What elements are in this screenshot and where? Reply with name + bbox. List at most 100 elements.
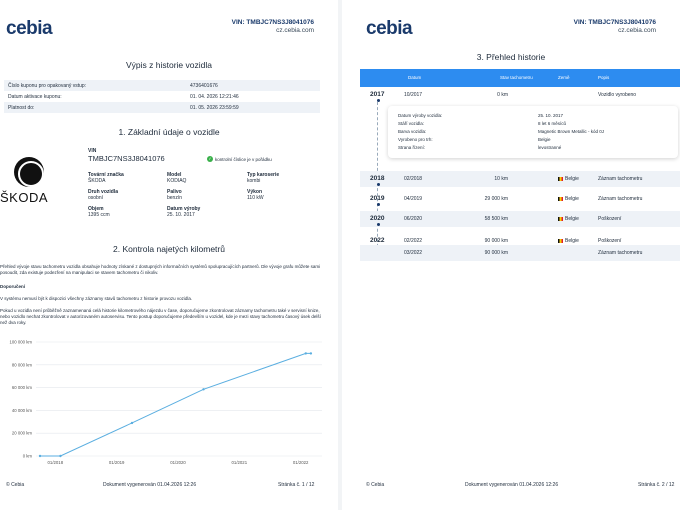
- history-year: 2019: [370, 195, 385, 202]
- check-icon: ✓: [207, 156, 213, 162]
- coupon-table: Číslo kuponu pro opakovaný vstup: 4736401…: [4, 80, 320, 113]
- chart-x-tick-label: 01/2022: [293, 460, 309, 465]
- col-odometer: Stav tachometru: [500, 75, 533, 80]
- timeline-dot-icon: [377, 183, 380, 186]
- history-odometer: 90 000 km: [484, 238, 508, 244]
- detail-value: Magnetic Brown Metallic - kód 0J: [538, 129, 605, 134]
- history-odometer: 90 000 km: [484, 250, 508, 256]
- chart-y-tick-label: 40 000 km: [12, 408, 32, 413]
- field-label: Výkon: [247, 189, 263, 195]
- footer-page-number: Stránka č. 2 / 12: [638, 482, 675, 488]
- detail-label: Stáří vozidla:: [398, 121, 425, 126]
- page-title: Výpis z historie vozidla: [126, 60, 212, 70]
- col-description: Popis: [598, 75, 610, 80]
- field-label: Model: [167, 172, 182, 178]
- coupon-label: Číslo kuponu pro opakovaný vstup:: [8, 82, 87, 89]
- vehicle-field: Typ karoserie kombi: [247, 172, 279, 184]
- col-date: Datum: [408, 75, 422, 80]
- header-vin-text: VIN: TMBJC7NS3J8041076: [231, 19, 314, 26]
- vehicle-field: Druh vozidla osobní: [88, 189, 118, 201]
- chart-data-point: [38, 454, 42, 458]
- timeline-dot-icon: [377, 223, 380, 226]
- chart-y-tick-label: 20 000 km: [12, 431, 32, 436]
- history-description: Záznam tachometru: [598, 196, 643, 202]
- chart-y-tick-label: 0 km: [23, 454, 33, 459]
- detail-row: Strana řízení: levostranné: [398, 145, 668, 150]
- recommendation-heading: Doporučení: [0, 284, 326, 290]
- field-value: 110 kW: [247, 195, 264, 201]
- vehicle-field: Datum výroby 25. 10. 2017: [167, 206, 200, 218]
- history-country: Belgie: [558, 176, 579, 182]
- footer-generated: Dokument vygenerován 01.04.2026 12:26: [465, 482, 559, 488]
- chart-data-point: [304, 352, 307, 355]
- history-description: Poškození: [598, 238, 622, 244]
- field-value: osobní: [88, 195, 104, 201]
- history-country-name: Belgie: [565, 238, 579, 244]
- vin-block: VIN TMBJC7NS3J8041076: [88, 148, 165, 163]
- history-date: 04/2019: [404, 196, 423, 202]
- vin-check-text: kontrolní číslice je v pořádku: [215, 156, 272, 162]
- coupon-row: Číslo kuponu pro opakovaný vstup: 4736401…: [4, 80, 320, 91]
- cebia-logo: cebia: [366, 18, 413, 39]
- field-label: Tovární značka: [88, 172, 124, 178]
- detail-label: Barva vozidla:: [398, 129, 427, 134]
- history-country-name: Belgie: [565, 196, 579, 202]
- history-year: 2020: [370, 215, 385, 222]
- detail-row: Vyrobeno pro trh: Belgie: [398, 137, 668, 142]
- history-description: Záznam tachometru: [598, 250, 643, 256]
- footer-brand: © Cebia: [366, 482, 385, 488]
- mileage-chart: 0 km 20 000 km 40 000 km 60 000 km 80 000 km…: [10, 340, 322, 465]
- history-row: 2017 10/2017 0 km Vozidlo vyrobeno: [360, 87, 680, 103]
- chart-data-point: [59, 454, 62, 458]
- recommendation-text-1: V systému nemusí být k dispozici všechny…: [0, 296, 193, 301]
- history-country-name: Belgie: [565, 216, 579, 222]
- flag-belgium-icon: [558, 216, 563, 221]
- section-title-basic-data: 1. Základní údaje o vozidle: [118, 127, 220, 137]
- chart-y-tick-label: 60 000 km: [12, 385, 32, 390]
- field-label: Druh vozidla: [88, 189, 119, 195]
- history-description: Záznam tachometru: [598, 176, 643, 182]
- chart-y-tick-label: 100 000 km: [10, 340, 33, 345]
- flag-belgium-icon: [558, 176, 563, 181]
- coupon-row: Platnost do: 01. 05. 2026 23:59:59: [4, 102, 320, 113]
- history-row: 2020 06/2020 58 500 km Belgie Poškození: [360, 211, 680, 227]
- header-vin-text: VIN: TMBJC7NS3J8041076: [573, 19, 656, 26]
- vehicle-detail-card: Datum výroby vozidla: 25. 10. 2017 Stáří …: [388, 106, 678, 158]
- recommendation-text-2: Pokud u vozidla není průběžně zaznamenan…: [0, 308, 321, 325]
- history-country: Belgie: [558, 216, 579, 222]
- col-country: Země: [558, 75, 570, 80]
- field-label: Typ karoserie: [247, 172, 280, 178]
- history-date: 02/2018: [404, 176, 423, 182]
- detail-value: 8 let 6 měsíců: [538, 121, 567, 126]
- flag-belgium-icon: [558, 196, 563, 201]
- chart-data-point: [309, 352, 313, 355]
- history-row: 2018 02/2018 10 km Belgie Záznam tachometru: [360, 171, 680, 187]
- timeline-dot-icon: [377, 203, 380, 206]
- history-description: Poškození: [598, 216, 622, 222]
- history-odometer: 58 500 km: [484, 216, 508, 222]
- field-value: 25. 10. 2017: [167, 212, 195, 218]
- chart-series-line: [39, 352, 311, 457]
- detail-row: Stáří vozidla: 8 let 6 měsíců: [398, 121, 668, 126]
- skoda-emblem-icon: [14, 157, 44, 187]
- chart-x-tick-label: 01/2021: [232, 460, 248, 465]
- history-date: 02/2022: [404, 238, 423, 244]
- history-year: 2018: [370, 175, 385, 182]
- vin-label: VIN: [88, 148, 97, 154]
- section-title-mileage: 2. Kontrola najetých kilometrů: [113, 244, 225, 254]
- vehicle-field: Palivo benzín: [167, 189, 182, 201]
- timeline-dot-icon: [377, 99, 380, 102]
- history-country: Belgie: [558, 238, 579, 244]
- vehicle-field: Model KODIAQ: [167, 172, 186, 184]
- field-value: benzín: [167, 195, 183, 201]
- vehicle-field: Tovární značka ŠKODA: [88, 172, 124, 184]
- header-url: cz.cebia.com: [618, 27, 656, 34]
- chart-y-tick-label: 80 000 km: [12, 362, 32, 367]
- vehicle-field: Objem 1395 ccm: [88, 206, 110, 218]
- cebia-logo: cebia: [6, 18, 53, 39]
- history-odometer: 0 km: [497, 92, 508, 98]
- history-year: 2022: [370, 237, 385, 244]
- detail-value: levostranné: [538, 145, 562, 150]
- vehicle-field: Výkon 110 kW: [247, 189, 264, 201]
- vin-check-status: ✓ kontrolní číslice je v pořádku: [207, 156, 272, 162]
